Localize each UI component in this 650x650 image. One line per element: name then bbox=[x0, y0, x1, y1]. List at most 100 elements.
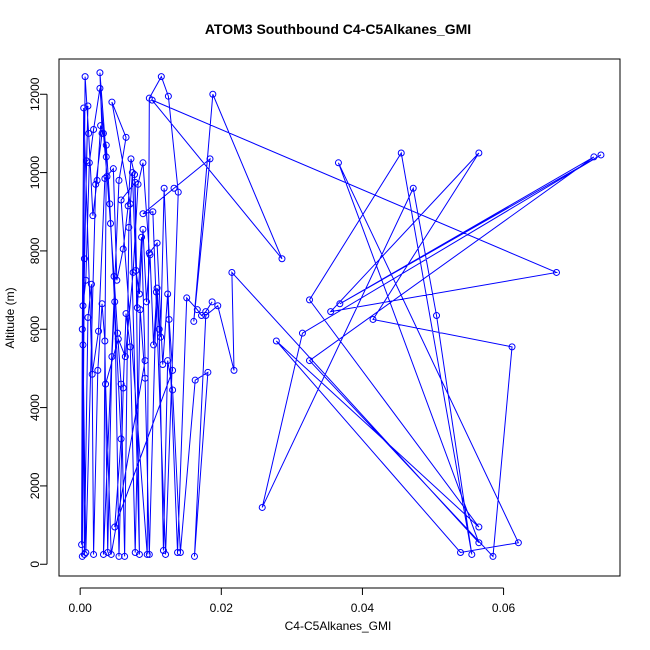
data-point bbox=[552, 268, 560, 276]
data-point bbox=[141, 374, 149, 382]
data-point bbox=[298, 329, 306, 337]
data-point bbox=[124, 202, 132, 210]
data-point bbox=[126, 343, 134, 351]
data-point bbox=[131, 171, 139, 179]
data-point bbox=[107, 550, 115, 558]
data-point bbox=[183, 294, 191, 302]
data-point bbox=[190, 552, 198, 560]
data-point bbox=[84, 102, 92, 110]
data-point bbox=[169, 366, 177, 374]
data-point bbox=[141, 357, 149, 365]
data-point bbox=[134, 180, 142, 188]
data-point bbox=[306, 357, 314, 365]
data-point bbox=[80, 104, 88, 112]
data-point bbox=[206, 155, 214, 163]
data-point bbox=[174, 188, 182, 196]
data-point bbox=[113, 276, 121, 284]
data-point bbox=[169, 386, 177, 394]
data-point bbox=[95, 327, 103, 335]
y-tick-label: 6000 bbox=[28, 316, 42, 343]
data-point bbox=[475, 523, 483, 531]
data-point bbox=[397, 149, 405, 157]
data-point bbox=[88, 370, 96, 378]
data-point bbox=[119, 245, 127, 253]
data-point bbox=[208, 298, 216, 306]
data-point bbox=[121, 353, 129, 361]
data-point bbox=[102, 380, 110, 388]
data-point bbox=[230, 366, 238, 374]
data-point bbox=[96, 69, 104, 77]
data-point bbox=[79, 341, 87, 349]
data-point bbox=[93, 176, 101, 184]
y-tick-label: 10000 bbox=[28, 156, 42, 190]
data-point bbox=[119, 384, 127, 392]
x-tick-label: 0.04 bbox=[351, 601, 375, 615]
data-point bbox=[109, 165, 117, 173]
data-point bbox=[117, 380, 125, 388]
data-point bbox=[164, 290, 172, 298]
data-point bbox=[85, 159, 93, 167]
data-point bbox=[96, 84, 104, 92]
data-point bbox=[204, 368, 212, 376]
data-point bbox=[457, 549, 465, 556]
data-point bbox=[214, 302, 222, 310]
data-point bbox=[97, 122, 105, 130]
data-point bbox=[162, 550, 170, 558]
data-point bbox=[143, 298, 150, 306]
data-point bbox=[133, 304, 141, 312]
data-point bbox=[157, 333, 165, 341]
data-point bbox=[258, 503, 266, 511]
data-point bbox=[597, 151, 605, 159]
data-point bbox=[475, 539, 483, 547]
data-point bbox=[135, 550, 143, 558]
y-tick-label: 12000 bbox=[28, 77, 42, 111]
data-point bbox=[165, 315, 173, 323]
data-point bbox=[131, 549, 139, 556]
data-point bbox=[90, 126, 98, 133]
data-point bbox=[191, 376, 199, 384]
data-point bbox=[198, 312, 206, 320]
data-point bbox=[164, 357, 172, 365]
data-point bbox=[81, 73, 89, 81]
data-point bbox=[176, 549, 184, 556]
data-point bbox=[155, 325, 163, 333]
x-tick-label: 0.02 bbox=[210, 601, 234, 615]
data-point bbox=[145, 550, 153, 558]
data-point bbox=[202, 308, 210, 316]
data-point bbox=[508, 343, 516, 351]
data-point bbox=[106, 200, 114, 208]
data-point bbox=[79, 302, 87, 310]
data-point bbox=[128, 169, 136, 177]
data-point bbox=[489, 552, 497, 560]
data-point bbox=[139, 159, 147, 167]
data-point bbox=[334, 159, 342, 167]
series-lines bbox=[81, 72, 602, 558]
data-point bbox=[122, 133, 130, 141]
data-point bbox=[272, 337, 280, 345]
data-point bbox=[433, 312, 441, 320]
data-point bbox=[102, 141, 110, 149]
y-tick-label: 0 bbox=[28, 561, 42, 568]
data-point bbox=[104, 549, 112, 556]
data-point bbox=[82, 276, 90, 284]
data-point bbox=[80, 255, 88, 263]
data-point bbox=[139, 210, 147, 218]
data-point bbox=[149, 208, 157, 216]
data-point bbox=[153, 284, 161, 292]
data-point bbox=[336, 300, 344, 308]
data-point bbox=[145, 249, 153, 257]
data-point bbox=[89, 212, 97, 220]
data-point bbox=[82, 549, 90, 556]
data-point bbox=[153, 239, 161, 247]
data-point bbox=[148, 96, 156, 104]
data-point bbox=[139, 225, 147, 233]
data-point bbox=[174, 549, 182, 556]
data-point bbox=[202, 312, 210, 320]
data-point bbox=[101, 174, 109, 182]
data-point bbox=[80, 550, 88, 558]
data-point bbox=[99, 129, 107, 137]
y-axis: 0 2000 4000 6000 8000 10000 12000 bbox=[28, 77, 48, 568]
series-line bbox=[81, 72, 602, 558]
data-point bbox=[90, 550, 98, 558]
